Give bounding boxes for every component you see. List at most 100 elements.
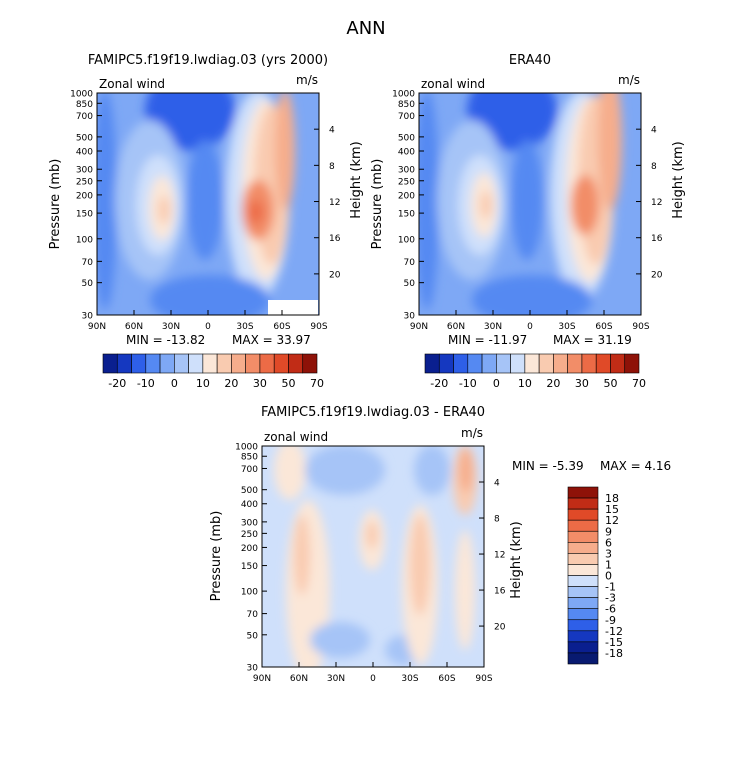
- colorbar-model-label: 0: [171, 377, 178, 390]
- panel-era40-xtick-label: 0: [527, 322, 533, 332]
- panel-model-xtick-label: 90S: [310, 322, 327, 332]
- colorbar-model-swatch: [202, 353, 218, 374]
- colorbar-model-label: -10: [137, 377, 155, 390]
- colorbar-model-label: -20: [108, 377, 126, 390]
- panel-era40-ytick-label: 100: [398, 235, 415, 245]
- panel-era40-xtick-label: 60S: [595, 322, 612, 332]
- panel-diff-ytick-label: 30: [247, 664, 259, 674]
- colorbar-diff-label: -6: [605, 603, 616, 616]
- panel-model-ytick-label: 250: [76, 177, 93, 187]
- colorbar-era40-swatch: [481, 353, 497, 374]
- colorbar-era40-label: 10: [518, 377, 532, 390]
- panel-diff-xtick-label: 90N: [253, 674, 271, 684]
- colorbar-era40-label: 20: [546, 377, 560, 390]
- colorbar-era40-swatch: [595, 353, 611, 374]
- panel-model-units: m/s: [296, 73, 318, 87]
- panel-era40-field-label: zonal wind: [421, 77, 485, 91]
- colorbar-model-swatch: [159, 353, 175, 374]
- panel-diff-y2tick-label: 4: [494, 479, 500, 489]
- panel-era40-ytick-label: 850: [398, 100, 415, 110]
- colorbar-diff-swatch: [567, 575, 599, 587]
- panel-diff-ytick-label: 850: [241, 453, 258, 463]
- panel-diff-y2label: Height (km): [509, 521, 524, 598]
- colorbar-diff-swatch: [567, 553, 599, 565]
- colorbar-model-swatch: [288, 353, 304, 374]
- panel-model-y2tick-label: 12: [329, 198, 340, 208]
- panel-model-ytick-label: 100: [76, 235, 93, 245]
- panel-model-ytick-label: 400: [76, 148, 93, 158]
- panel-model-xtick-label: 60N: [125, 322, 143, 332]
- panel-era40-xtick-label: 60N: [447, 322, 465, 332]
- panel-era40-axes: 3050701001502002503004005007008501000481…: [392, 90, 663, 333]
- colorbar-era40-swatch: [453, 353, 469, 374]
- colorbar-diff-label: 3: [605, 547, 612, 560]
- colorbar-model-label: 70: [310, 377, 324, 390]
- colorbar-diff-swatch: [567, 641, 599, 654]
- colorbar-diff-swatch: [567, 508, 599, 521]
- colorbar-era40-label: 70: [632, 377, 646, 390]
- panel-era40: ERA40 zonal wind m/s 30 50 70 100 150 20: [370, 53, 686, 347]
- colorbar-era40-swatch: [581, 353, 597, 374]
- panel-model: FAMIPC5.f19f19.lwdiag.03 (yrs 2000) Zona…: [48, 53, 364, 347]
- panel-era40-ytick-label: 200: [398, 191, 415, 201]
- panel-era40-title: ERA40: [509, 53, 551, 68]
- panel-era40-min: MIN = -11.97: [448, 333, 527, 347]
- colorbar-diff-swatch: [567, 652, 599, 665]
- colorbar-diff-swatch: [567, 597, 599, 609]
- colorbar-diff-swatch: [567, 586, 599, 598]
- colorbar-diff-label: -3: [605, 592, 616, 605]
- panel-diff-ytick-label: 500: [241, 486, 258, 496]
- panel-model-y2tick-label: 16: [329, 234, 341, 244]
- panel-diff-ytick-label: 150: [241, 562, 258, 572]
- panel-era40-y2label: Height (km): [671, 141, 686, 218]
- panel-diff-y2tick-label: 16: [494, 587, 506, 597]
- colorbar-diff-swatch: [567, 630, 599, 643]
- panel-era40-y2tick-label: 4: [651, 126, 657, 136]
- colorbar-model-swatch: [174, 353, 189, 374]
- colorbar-diff-label: 0: [605, 570, 612, 583]
- panel-diff-max: MAX = 4.16: [600, 459, 671, 473]
- panel-model-field-label: Zonal wind: [99, 77, 165, 91]
- panel-model-y2tick-label: 20: [329, 270, 341, 280]
- panel-era40-units: m/s: [618, 73, 640, 87]
- colorbar-era40-swatch: [424, 353, 440, 374]
- panel-model-ytick-label: 300: [76, 166, 93, 176]
- colorbar-diff-swatch: [567, 608, 599, 621]
- colorbar-diff-label: -12: [605, 625, 623, 638]
- colorbar-era40-swatch: [467, 353, 483, 374]
- colorbar-model-label: 20: [224, 377, 238, 390]
- colorbar-diff-swatch: [567, 519, 599, 532]
- colorbar-diff-label: -18: [605, 647, 623, 660]
- panel-era40-y2tick-label: 12: [651, 198, 662, 208]
- colorbar-diff-label: -1: [605, 581, 616, 594]
- panel-era40-ytick-label: 150: [398, 210, 415, 220]
- panel-diff: FAMIPC5.f19f19.lwdiag.03 - ERA40 zonal w…: [209, 405, 671, 684]
- colorbar-era40-swatch: [553, 353, 568, 374]
- colorbar-era40-label: -10: [459, 377, 477, 390]
- panel-diff-min: MIN = -5.39: [512, 459, 584, 473]
- panel-model-ytick-label: 30: [82, 312, 94, 322]
- panel-era40-ytick-label: 300: [398, 166, 415, 176]
- colorbar-era40-swatch: [524, 353, 540, 374]
- panel-model-title: FAMIPC5.f19f19.lwdiag.03 (yrs 2000): [88, 53, 328, 68]
- panel-era40-ytick-label: 400: [398, 148, 415, 158]
- panel-era40-ytick-label: 70: [404, 258, 416, 268]
- panel-era40-y2tick-label: 16: [651, 234, 663, 244]
- panel-model-ytick-label: 200: [76, 191, 93, 201]
- panel-model-ytick-label: 700: [76, 112, 93, 122]
- panel-diff-ytick-label: 400: [241, 500, 258, 510]
- panel-diff-ytick-label: 300: [241, 518, 258, 528]
- colorbar-model-swatch: [216, 353, 232, 374]
- colorbar-era40-swatch: [624, 353, 640, 374]
- panel-model-y2tick-label: 4: [329, 126, 335, 136]
- panel-diff-xtick-label: 30S: [401, 674, 418, 684]
- panel-diff-xtick-label: 0: [370, 674, 376, 684]
- panel-model-ytick-label: 500: [76, 133, 93, 143]
- colorbar-diff-label: 9: [605, 525, 612, 538]
- panel-model-max: MAX = 33.97: [232, 333, 311, 347]
- panel-era40-y2tick-label: 8: [651, 162, 657, 172]
- panel-model-min: MIN = -13.82: [126, 333, 205, 347]
- panel-diff-xtick-label: 30N: [327, 674, 345, 684]
- panel-model-axes: 3050701001502002503004005007008501000481…: [70, 90, 341, 333]
